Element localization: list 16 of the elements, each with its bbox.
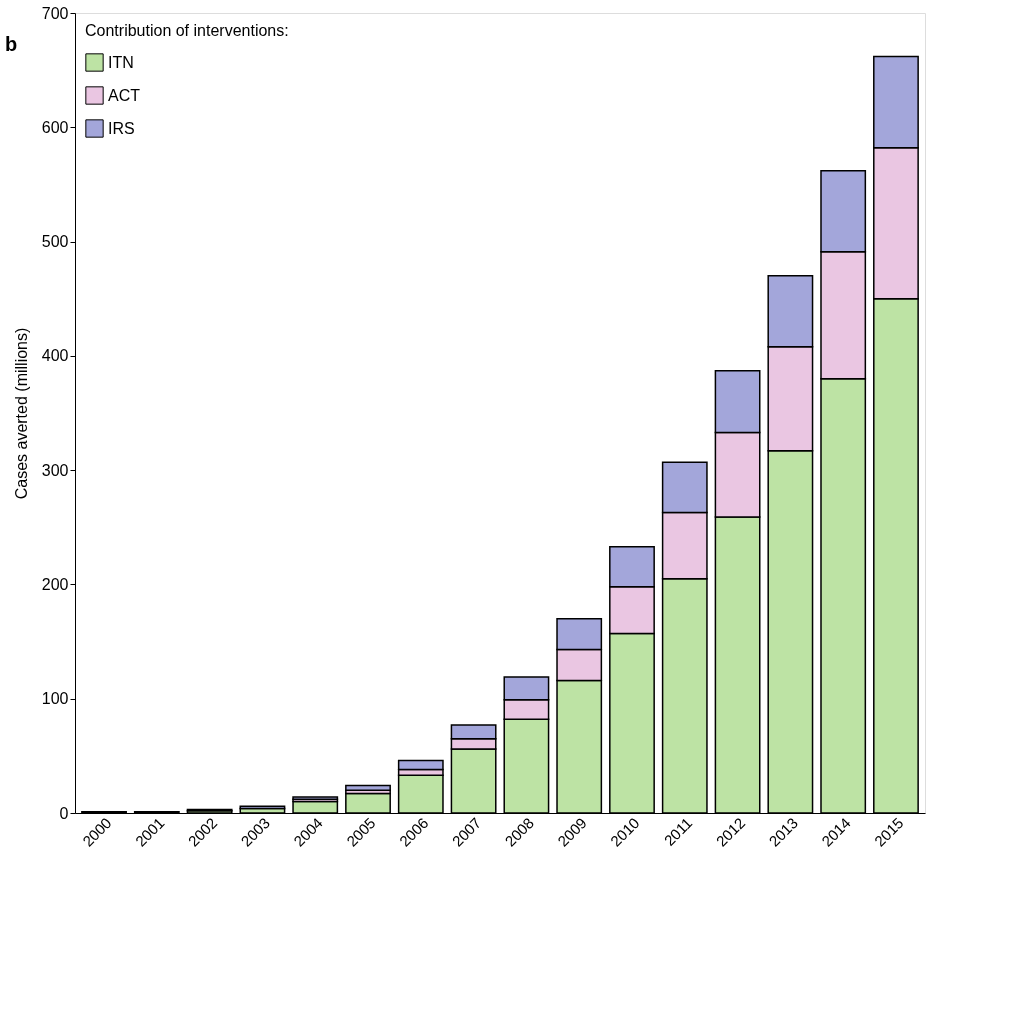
y-axis-title: Cases averted (millions) (12, 327, 30, 500)
y-tick-label: 0 (59, 804, 69, 822)
bar (345, 784, 391, 791)
bar (239, 805, 286, 810)
y-tick-label: 500 (41, 233, 69, 251)
y-tick-label: 400 (41, 347, 69, 365)
legend-label: ACT (108, 86, 141, 104)
text: b (5, 33, 18, 55)
y-tick-label: 100 (41, 690, 69, 708)
y-tick-label: 200 (41, 575, 69, 593)
legend-title: Contribution of interventions: (85, 22, 289, 39)
y-tick-label: 600 (41, 118, 69, 136)
y-tick-label: 700 (41, 4, 69, 22)
y-tick-label: 300 (41, 461, 69, 479)
legend-label: IRS (108, 119, 135, 137)
legend-label: ITN (108, 53, 134, 71)
